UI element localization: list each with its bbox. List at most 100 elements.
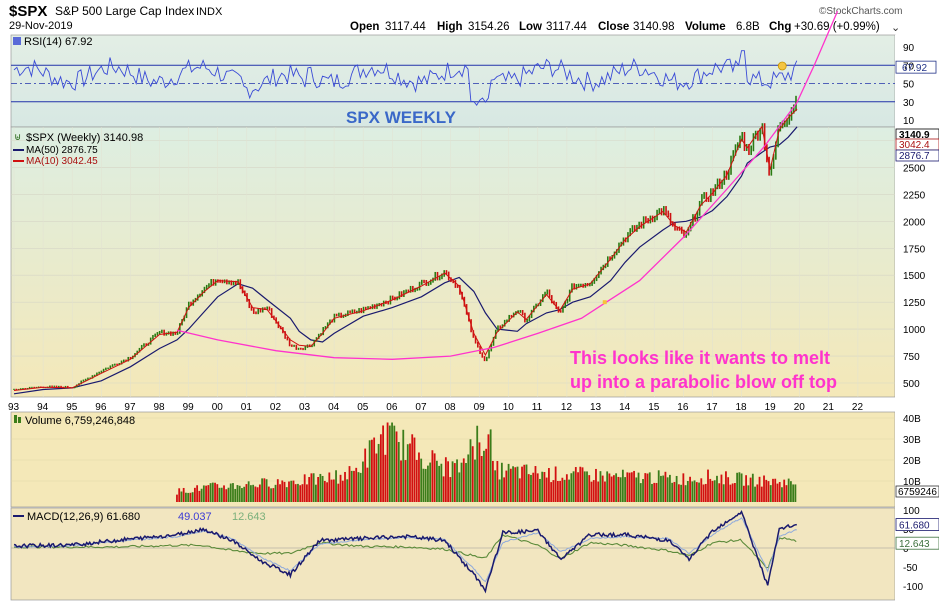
date: 29-Nov-2019 [9, 20, 73, 32]
rsi-chart: 90 70 50 30 10 67.92 [11, 43, 937, 127]
volume-bar [642, 479, 644, 502]
volume-bar [532, 472, 535, 502]
volume-bar [288, 481, 290, 502]
volume-bar [633, 470, 635, 502]
volume-bar [725, 471, 727, 502]
volume-bar [509, 468, 512, 502]
volume-bar [418, 452, 420, 502]
volume-bar [559, 480, 562, 502]
rsi-tick-label: 50 [903, 80, 915, 91]
price-panel [10, 126, 896, 398]
volume-bar [299, 485, 302, 502]
volume-bar [319, 473, 322, 502]
volume-bar [427, 465, 429, 502]
volume-bar [225, 489, 228, 502]
x-tick-label: 20 [794, 402, 806, 413]
volume-bar [498, 479, 501, 502]
volume-bar [626, 472, 629, 502]
volume-bar [267, 486, 270, 502]
volume-bar [655, 482, 658, 502]
volume-bar [185, 492, 187, 502]
exchange: INDX [196, 6, 223, 18]
x-tick-label: 13 [590, 402, 602, 413]
high-value: 3154.26 [468, 21, 510, 33]
volume-bar [689, 476, 691, 502]
chg-value: +30.69 (+0.99%) [794, 21, 880, 33]
volume-bar [597, 481, 600, 502]
volume-bar [321, 475, 324, 502]
volume-bar [467, 454, 470, 502]
macd-last-value-box [895, 518, 939, 531]
rsi-tick-label: 70 [903, 61, 915, 72]
price-tick-label: 500 [903, 379, 920, 390]
volume-bar [453, 463, 456, 502]
volume-bar [691, 481, 694, 502]
x-tick-label: 06 [386, 402, 398, 413]
volume-bar [241, 488, 243, 502]
x-tick-label: 98 [154, 402, 166, 413]
price-tick-label: 1000 [903, 325, 926, 336]
volume-bar [483, 450, 485, 502]
volume-bar [335, 470, 337, 502]
volume-bar [375, 453, 378, 502]
rsi-tick-label: 90 [903, 43, 915, 54]
macd-last-value: 61.680 [899, 521, 930, 532]
volume-bar [539, 478, 541, 502]
volume-bar [323, 480, 326, 502]
price-tick-label: 1500 [903, 271, 926, 282]
volume-bar [297, 483, 299, 502]
x-tick-label: 02 [270, 402, 282, 413]
volume-bar [290, 480, 293, 502]
volume-bar [624, 477, 626, 502]
volume-bar [673, 481, 676, 502]
chevron-down-icon[interactable]: ⌄ [891, 22, 900, 34]
volume-bar [628, 472, 631, 502]
volume-bar [402, 429, 405, 502]
volume-bar [577, 472, 579, 502]
volume-bar [738, 472, 741, 502]
close-label: Close [598, 21, 629, 33]
macd-legend-text: MACD(12,26,9) 61.680 [27, 511, 140, 523]
volume-bar [518, 478, 521, 502]
volume-bar [232, 483, 234, 502]
volume-bar [556, 480, 559, 502]
volume-bar [496, 461, 499, 502]
volume-bar [505, 470, 508, 502]
volume-bar [476, 425, 479, 502]
volume-bar [621, 469, 624, 502]
volume-bar [700, 478, 703, 502]
volume-bar [695, 482, 698, 502]
volume-bar [677, 484, 680, 502]
volume-bar [198, 490, 201, 502]
volume-bar [769, 485, 772, 502]
symbol: $SPX [9, 3, 47, 20]
volume-bar [572, 471, 575, 502]
macd-tick-label: -100 [903, 582, 923, 593]
volume-bar [583, 471, 586, 502]
volume-bar [223, 485, 225, 502]
volume-bar [193, 487, 196, 502]
volume-tick-label: 10B [903, 477, 921, 488]
volume-bar [440, 463, 443, 502]
volume-bar [456, 459, 458, 502]
volume-bar [720, 474, 723, 502]
volume-bar [413, 437, 416, 502]
volume-bar [471, 446, 474, 502]
volume-bar [386, 422, 389, 502]
volume-bar [563, 479, 566, 502]
volume-bar [243, 486, 246, 502]
volume-bar [272, 488, 275, 502]
volume-bar [698, 482, 700, 502]
volume-bar [256, 487, 259, 502]
x-tick-label: 03 [299, 402, 311, 413]
volume-bar [409, 443, 411, 502]
volume-bar [458, 472, 461, 502]
volume-bar [261, 478, 264, 502]
rsi-last-value-box [895, 60, 937, 74]
volume-bar [619, 477, 622, 502]
volume-bar [415, 459, 418, 502]
right-axis-area [895, 35, 939, 603]
volume-bar [615, 473, 618, 502]
